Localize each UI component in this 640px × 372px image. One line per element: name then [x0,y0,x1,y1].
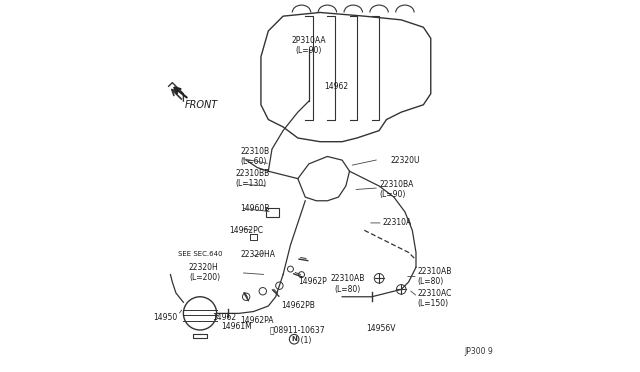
Text: 22310BA
(L=90): 22310BA (L=90) [379,180,413,199]
Text: N: N [291,336,297,342]
Text: 14962PA: 14962PA [241,316,274,325]
Text: 14956V: 14956V [366,324,396,333]
Text: 22310BB
(L=130): 22310BB (L=130) [235,169,269,188]
Text: 14962PB: 14962PB [281,301,315,311]
Text: 22310AC
(L=150): 22310AC (L=150) [418,289,452,308]
Text: 14962: 14962 [324,82,349,91]
Text: 14962P: 14962P [298,278,326,286]
Bar [266,208,280,217]
Text: 2P310AA
(L=90): 2P310AA (L=90) [292,36,326,55]
Text: SEE SEC.640: SEE SEC.640 [178,251,222,257]
Text: 22310AB
(L=80): 22310AB (L=80) [418,267,452,286]
Text: 14960B: 14960B [241,203,270,213]
Text: 22310AB
(L=80): 22310AB (L=80) [330,274,365,294]
Text: 22320H
(L=200): 22320H (L=200) [189,263,220,282]
Text: 22320U: 22320U [390,155,420,165]
Text: 14961M: 14961M [221,322,252,331]
Text: 14962PC: 14962PC [230,226,264,235]
Text: 14962: 14962 [212,312,236,321]
Text: 22310A: 22310A [383,218,412,227]
Text: 14950: 14950 [154,312,178,321]
Text: FRONT: FRONT [185,100,218,110]
Text: ⓝ08911-10637
       (1): ⓝ08911-10637 (1) [270,326,326,345]
Text: 22320HA: 22320HA [241,250,276,259]
Text: JP300 9: JP300 9 [465,347,493,356]
Text: 22310B
(L=60): 22310B (L=60) [241,147,269,166]
